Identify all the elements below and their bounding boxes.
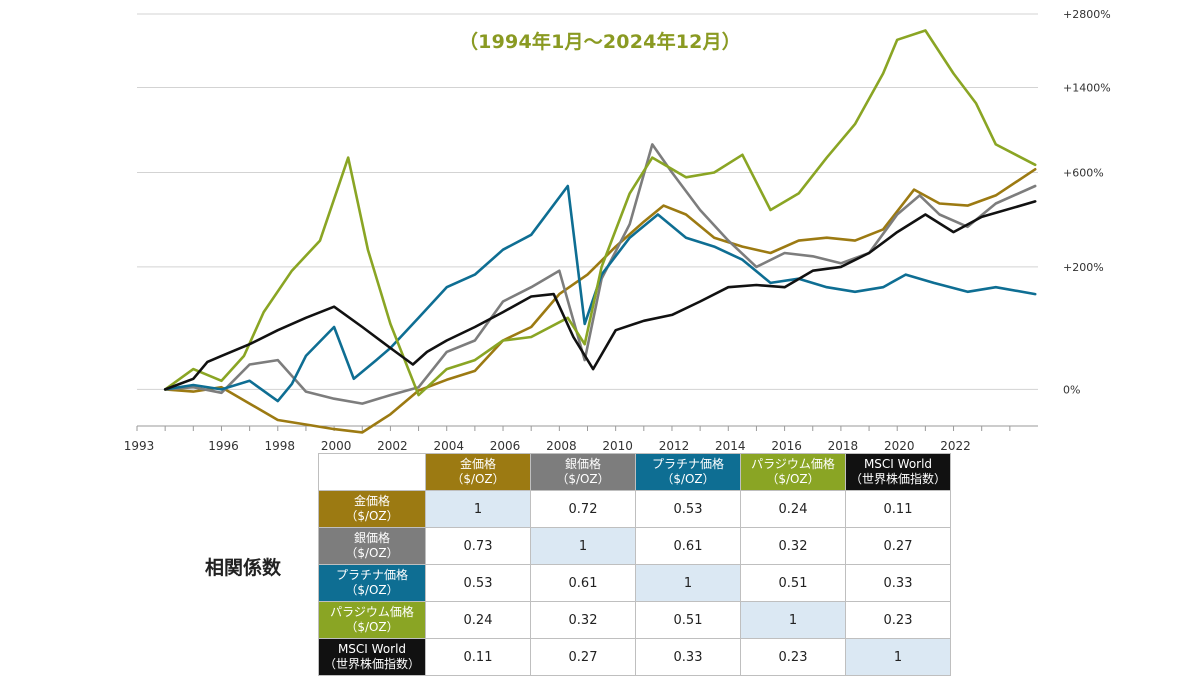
x-tick-label: 2010 — [602, 439, 633, 453]
correlation-cell: 0.11 — [845, 490, 951, 528]
correlation-cell: 0.33 — [635, 638, 741, 676]
correlation-row: プラチナ価格 （$/OZ） 0.53 0.61 1 0.51 0.33 — [318, 564, 951, 602]
correlation-cell: 1 — [845, 638, 951, 676]
column-header-unit: （$/OZ） — [661, 472, 715, 486]
column-header-unit: （$/OZ） — [766, 472, 820, 486]
correlation-cell: 0.53 — [635, 490, 741, 528]
x-tick-label: 2002 — [377, 439, 408, 453]
correlation-cell: 0.27 — [845, 527, 951, 565]
column-header-unit: （$/OZ） — [451, 472, 505, 486]
x-tick-label: 2008 — [546, 439, 577, 453]
row-header-unit: （$/OZ） — [345, 583, 399, 597]
correlation-cell: 0.61 — [530, 564, 636, 602]
correlation-row-header: パラジウム価格 （$/OZ） — [318, 601, 426, 639]
correlation-cell: 0.53 — [425, 564, 531, 602]
correlation-cell: 0.73 — [425, 527, 531, 565]
row-header-name: 銀価格 — [353, 531, 390, 545]
x-tick-label: 2006 — [490, 439, 521, 453]
series-line-2 — [163, 184, 1037, 403]
correlation-row: パラジウム価格 （$/OZ） 0.24 0.32 0.51 1 0.23 — [318, 601, 951, 639]
row-header-unit: （$/OZ） — [345, 546, 399, 560]
x-tick-label: 1998 — [265, 439, 296, 453]
x-tick-label: 2000 — [321, 439, 352, 453]
correlation-cell: 0.32 — [530, 601, 636, 639]
row-header-unit: （$/OZ） — [345, 509, 399, 523]
correlation-header-row: 金価格 （$/OZ） 銀価格 （$/OZ） プラチナ価格 （$/OZ） パラジウム価格 （$/… — [318, 453, 951, 491]
correlation-cell: 0.23 — [845, 601, 951, 639]
row-header-unit: （$/OZ） — [345, 620, 399, 634]
series-line-3 — [163, 29, 1037, 397]
correlation-column-header: 金価格 （$/OZ） — [425, 453, 531, 491]
x-tick-label: 2004 — [433, 439, 464, 453]
column-header-name: パラジウム価格 — [751, 457, 835, 471]
correlation-cell: 1 — [635, 564, 741, 602]
x-tick-label: 1993 — [124, 439, 155, 453]
y-tick-label: +600% — [1063, 166, 1104, 179]
row-header-name: パラジウム価格 — [330, 605, 414, 619]
correlation-column-header: パラジウム価格 （$/OZ） — [740, 453, 846, 491]
column-header-name: MSCI World — [863, 457, 933, 471]
series-line-1 — [163, 143, 1037, 405]
row-header-name: MSCI World — [337, 642, 407, 656]
correlation-cell: 0.61 — [635, 527, 741, 565]
correlation-cell: 0.51 — [635, 601, 741, 639]
x-tick-label: 2020 — [884, 439, 915, 453]
x-tick-label: 1996 — [208, 439, 239, 453]
series-line-0 — [163, 168, 1037, 434]
correlation-row: 金価格 （$/OZ） 1 0.72 0.53 0.24 0.11 — [318, 490, 951, 528]
x-tick-label: 2014 — [715, 439, 746, 453]
column-header-name: 銀価格 — [564, 457, 601, 471]
correlation-row: MSCI World （世界株価指数） 0.11 0.27 0.33 0.23 1 — [318, 638, 951, 676]
chart-series — [163, 29, 1037, 434]
price-chart: +2800% +1400% +600% +200% 0% 1993 1996 1998 200… — [124, 8, 1111, 453]
row-header-name: プラチナ価格 — [335, 568, 408, 582]
y-axis-ticks: +2800% +1400% +600% +200% 0% — [1063, 8, 1111, 396]
column-header-name: 金価格 — [459, 457, 496, 471]
correlation-body: 金価格 （$/OZ） 1 0.72 0.53 0.24 0.11 銀価格 （$/OZ） 0.73 1… — [318, 490, 951, 676]
correlation-column-header: MSCI World （世界株価指数） — [845, 453, 951, 491]
correlation-cell: 0.11 — [425, 638, 531, 676]
correlation-cell: 0.27 — [530, 638, 636, 676]
correlation-cell: 0.24 — [425, 601, 531, 639]
x-axis: 1993 1996 1998 2000 2002 2004 2006 2008 2010 2012… — [124, 425, 1038, 453]
correlation-cell: 1 — [530, 527, 636, 565]
correlation-cell: 0.72 — [530, 490, 636, 528]
correlation-column-header: 銀価格 （$/OZ） — [530, 453, 636, 491]
column-header-unit: （世界株価指数） — [849, 472, 946, 486]
correlation-cell: 0.24 — [740, 490, 846, 528]
correlation-row: 銀価格 （$/OZ） 0.73 1 0.61 0.32 0.27 — [318, 527, 951, 565]
column-header-unit: （$/OZ） — [556, 472, 610, 486]
y-tick-label: 0% — [1063, 383, 1080, 396]
y-tick-label: +2800% — [1063, 8, 1111, 21]
series-line-4 — [163, 200, 1037, 391]
y-tick-label: +200% — [1063, 261, 1104, 274]
row-header-unit: （世界株価指数） — [323, 657, 420, 671]
y-tick-label: +1400% — [1063, 81, 1111, 94]
x-tick-label: 2018 — [828, 439, 859, 453]
correlation-row-header: 銀価格 （$/OZ） — [318, 527, 426, 565]
correlation-corner-cell — [318, 453, 426, 491]
correlation-cell: 1 — [425, 490, 531, 528]
correlation-row-header: MSCI World （世界株価指数） — [318, 638, 426, 676]
correlation-cell: 0.51 — [740, 564, 846, 602]
correlation-cell: 0.32 — [740, 527, 846, 565]
correlation-cell: 1 — [740, 601, 846, 639]
x-tick-label: 2012 — [659, 439, 690, 453]
column-header-name: プラチナ価格 — [651, 457, 724, 471]
chart-period-subtitle: （1994年1月～2024年12月） — [458, 31, 742, 53]
correlation-label: 相関係数 — [205, 557, 282, 579]
row-header-name: 金価格 — [353, 494, 390, 508]
correlation-cell: 0.23 — [740, 638, 846, 676]
correlation-row-header: プラチナ価格 （$/OZ） — [318, 564, 426, 602]
x-tick-label: 2022 — [940, 439, 971, 453]
correlation-row-header: 金価格 （$/OZ） — [318, 490, 426, 528]
correlation-table: 金価格 （$/OZ） 銀価格 （$/OZ） プラチナ価格 （$/OZ） パラジウム価格 （$/… — [318, 453, 951, 676]
correlation-column-header: プラチナ価格 （$/OZ） — [635, 453, 741, 491]
x-tick-label: 2016 — [771, 439, 802, 453]
correlation-cell: 0.33 — [845, 564, 951, 602]
